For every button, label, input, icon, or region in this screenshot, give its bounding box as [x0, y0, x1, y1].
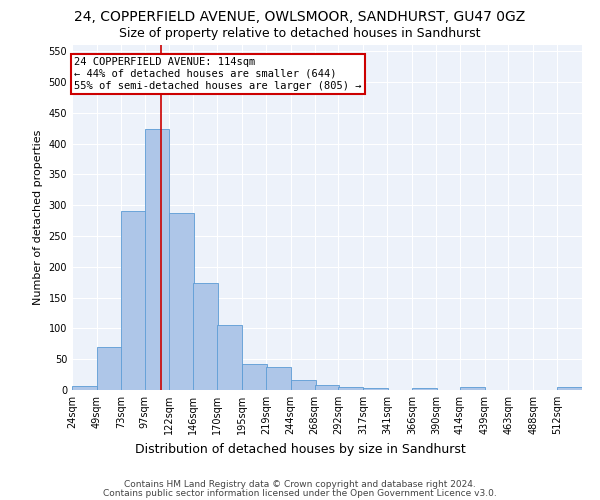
Bar: [193, 283, 218, 390]
Bar: [97, 347, 122, 390]
Bar: [266, 367, 291, 390]
Text: Contains HM Land Registry data © Crown copyright and database right 2024.: Contains HM Land Registry data © Crown c…: [124, 480, 476, 489]
Text: 24, COPPERFIELD AVENUE, OWLSMOOR, SANDHURST, GU47 0GZ: 24, COPPERFIELD AVENUE, OWLSMOOR, SANDHU…: [74, 10, 526, 24]
Bar: [217, 326, 242, 390]
Bar: [121, 212, 146, 390]
Text: Size of property relative to detached houses in Sandhurst: Size of property relative to detached ho…: [119, 28, 481, 40]
Bar: [242, 364, 267, 390]
Y-axis label: Number of detached properties: Number of detached properties: [33, 130, 43, 305]
Bar: [460, 387, 485, 390]
Bar: [338, 387, 363, 390]
Bar: [145, 129, 169, 390]
Text: Distribution of detached houses by size in Sandhurst: Distribution of detached houses by size …: [134, 442, 466, 456]
Bar: [72, 386, 97, 390]
Text: 24 COPPERFIELD AVENUE: 114sqm
← 44% of detached houses are smaller (644)
55% of : 24 COPPERFIELD AVENUE: 114sqm ← 44% of d…: [74, 58, 361, 90]
Text: Contains public sector information licensed under the Open Government Licence v3: Contains public sector information licen…: [103, 489, 497, 498]
Bar: [557, 387, 582, 390]
Bar: [412, 388, 437, 390]
Bar: [314, 385, 340, 390]
Bar: [363, 388, 388, 390]
Bar: [169, 212, 194, 390]
Bar: [291, 380, 316, 390]
